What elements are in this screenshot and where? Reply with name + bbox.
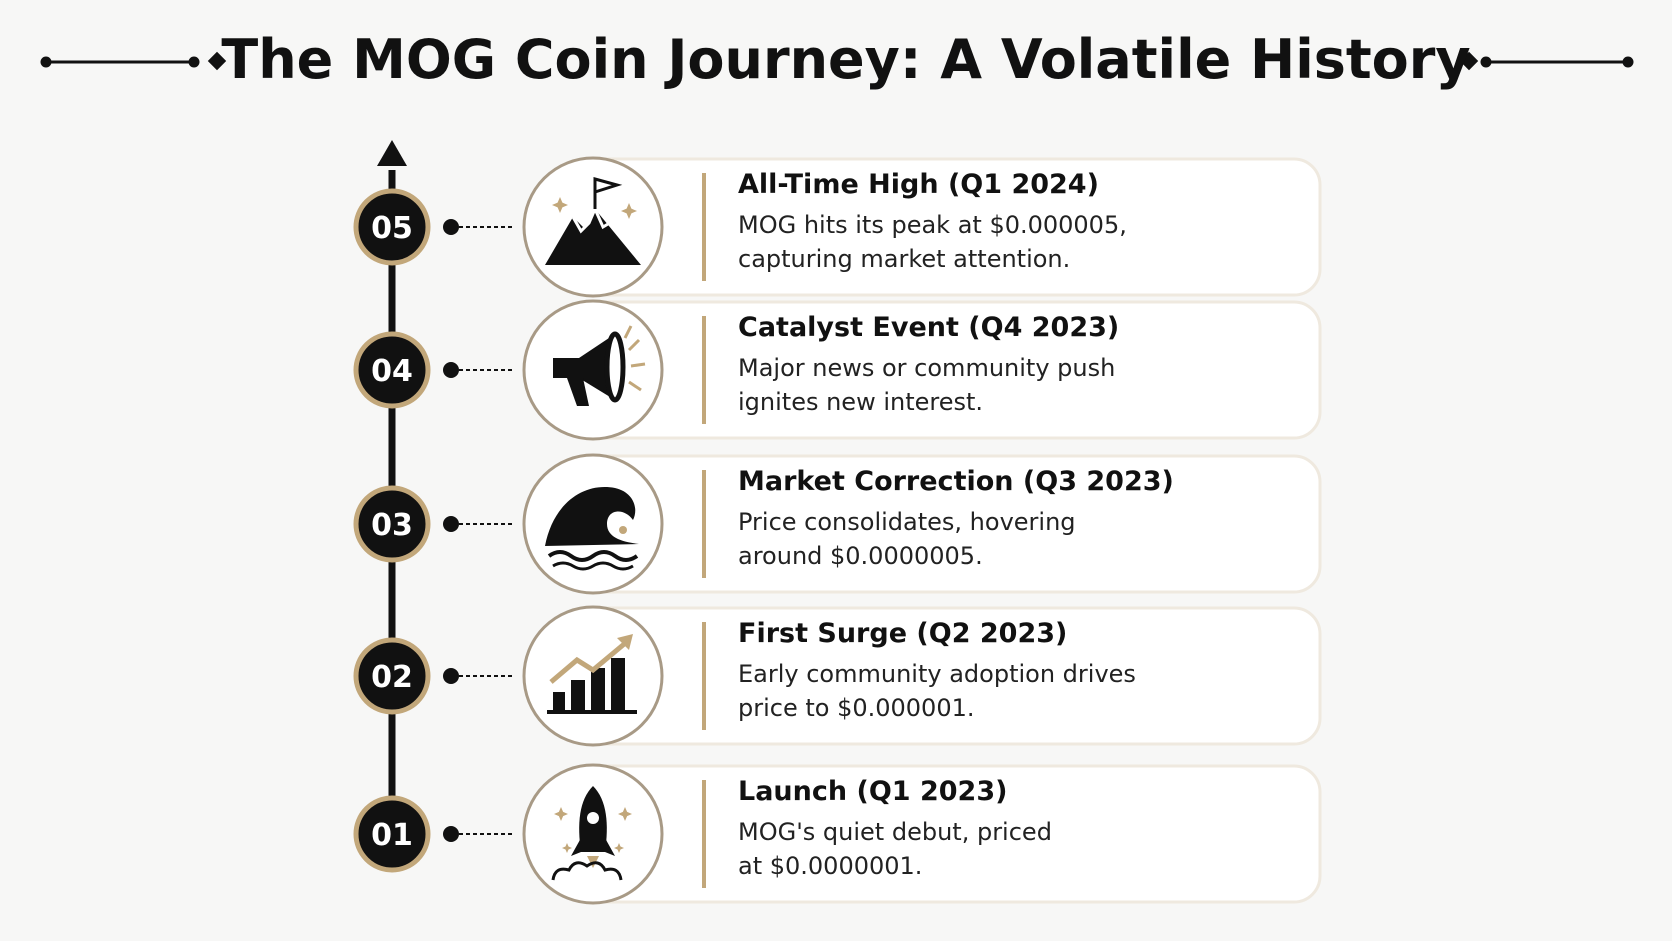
step-description: MOG hits its peak at $0.000005, xyxy=(738,211,1127,239)
step-description: price to $0.000001. xyxy=(738,694,975,722)
page-title: The MOG Coin Journey: A Volatile History xyxy=(221,28,1470,91)
step-badge xyxy=(353,331,431,409)
connector-dot xyxy=(443,668,459,684)
step-description: ignites new interest. xyxy=(738,388,983,416)
accent-bar xyxy=(702,316,706,424)
title-ornament-right xyxy=(1459,51,1634,71)
step-description: at $0.0000001. xyxy=(738,852,922,880)
accent-bar xyxy=(702,780,706,888)
step-description: around $0.0000005. xyxy=(738,542,983,570)
icon xyxy=(553,325,646,406)
step-description: Price consolidates, hovering xyxy=(738,508,1076,536)
icon xyxy=(551,786,632,881)
step-badge xyxy=(353,188,431,266)
connector-dot xyxy=(443,516,459,532)
step-number: 05 xyxy=(371,211,413,246)
title-ornament-left xyxy=(40,51,227,71)
timeline-step: 01 Launch (Q1 2023) MOG's quiet debut, pri… xyxy=(353,763,1322,905)
accent-bar xyxy=(702,470,706,578)
step-description: capturing market attention. xyxy=(738,245,1070,273)
step-badge xyxy=(353,637,431,715)
accent-bar xyxy=(702,173,706,281)
timeline-step: 02 First Surge (Q2 2023) Early community a… xyxy=(353,605,1322,747)
step-heading: Catalyst Event (Q4 2023) xyxy=(738,312,1119,343)
step-badge xyxy=(353,795,431,873)
step-number: 02 xyxy=(371,660,413,695)
step-number: 01 xyxy=(371,818,413,853)
step-heading: Market Correction (Q3 2023) xyxy=(738,466,1174,497)
connector-dot xyxy=(443,362,459,378)
timeline-step: 03 Market Correction (Q3 2023) Price conso… xyxy=(353,453,1322,595)
step-heading: Launch (Q1 2023) xyxy=(738,776,1007,807)
step-number: 03 xyxy=(371,508,413,543)
step-description: MOG's quiet debut, priced xyxy=(738,818,1052,846)
timeline-arrow xyxy=(377,140,407,166)
timeline-step: 05 All-Time High (Q1 2024) MOG hits its pe… xyxy=(353,156,1322,298)
step-description: Early community adoption drives xyxy=(738,660,1136,688)
icon xyxy=(547,634,637,714)
connector-dot xyxy=(443,219,459,235)
step-badge xyxy=(353,485,431,563)
step-heading: First Surge (Q2 2023) xyxy=(738,618,1067,649)
accent-bar xyxy=(702,622,706,730)
rows: 05 All-Time High (Q1 2024) MOG hits its pe… xyxy=(353,156,1322,905)
icon xyxy=(545,487,639,571)
step-description: Major news or community push xyxy=(738,354,1115,382)
icon xyxy=(545,177,641,265)
step-heading: All-Time High (Q1 2024) xyxy=(738,169,1099,200)
step-number: 04 xyxy=(371,354,413,389)
connector-dot xyxy=(443,826,459,842)
timeline-step: 04 Catalyst Event (Q4 2023) Major news or … xyxy=(353,299,1322,441)
